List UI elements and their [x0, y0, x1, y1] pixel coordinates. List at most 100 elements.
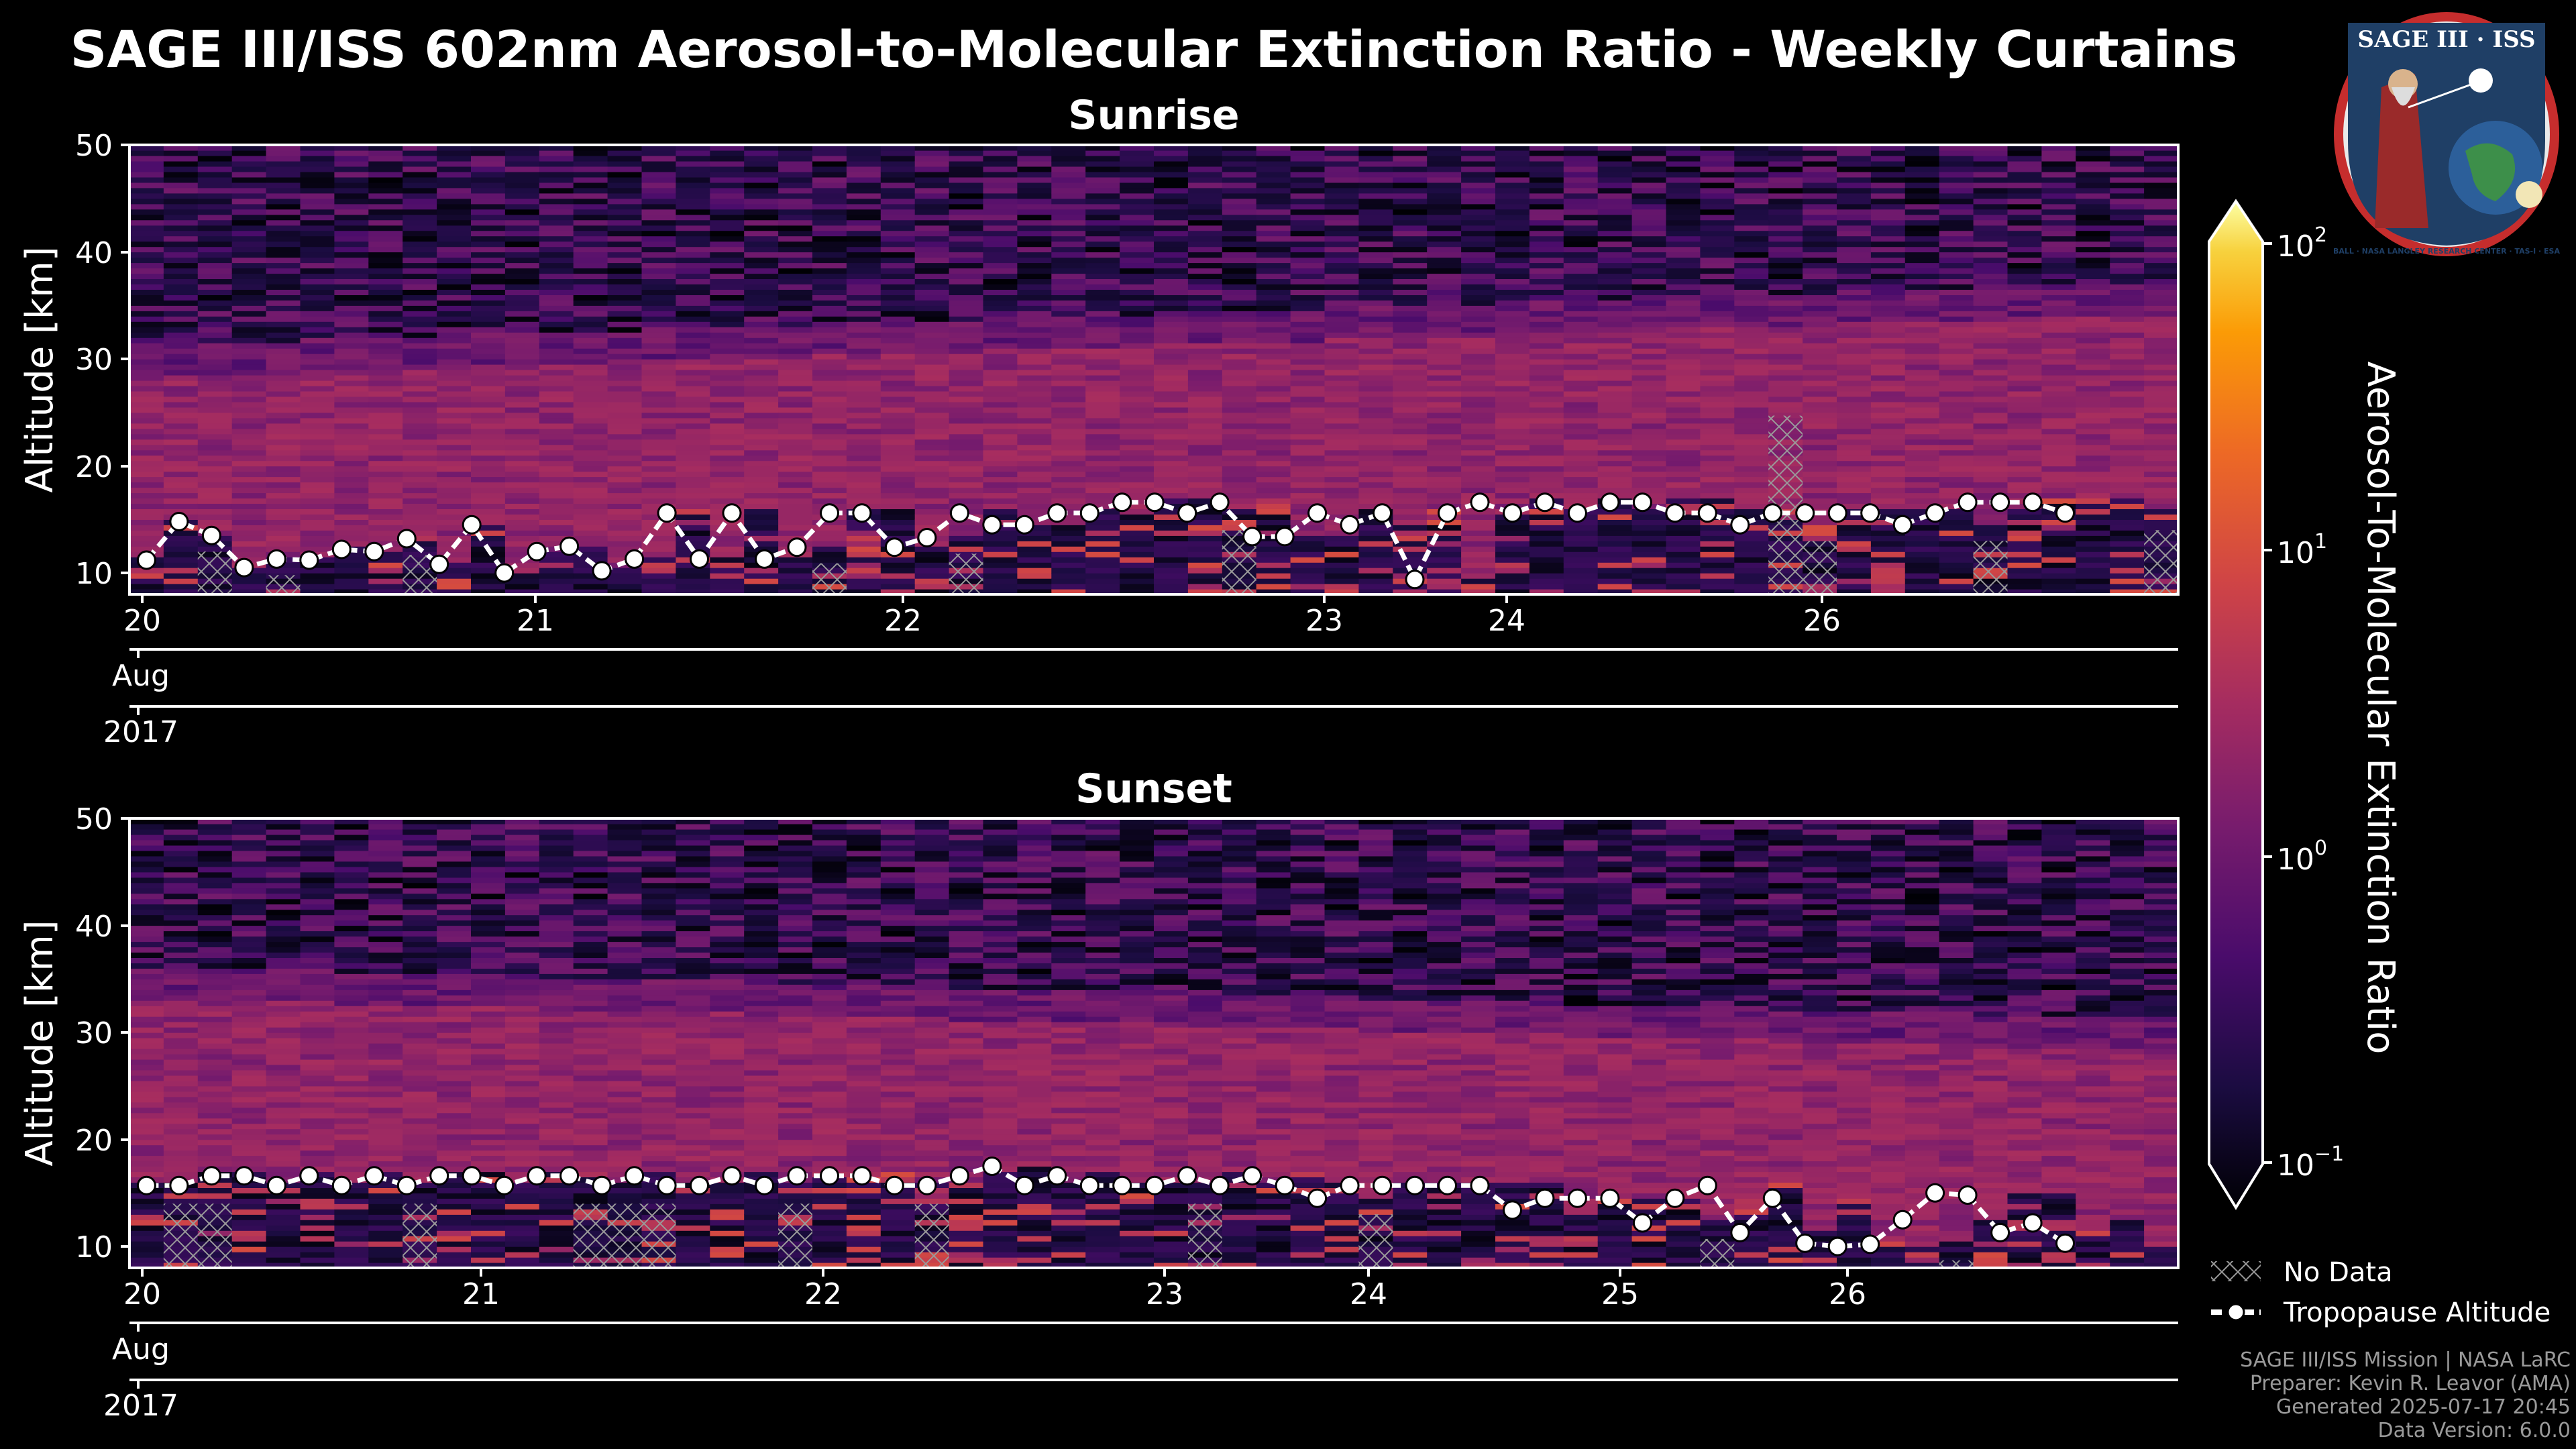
sunrise-heatmap-cell [1870, 354, 1906, 360]
sunrise-heatmap-cell [1120, 176, 1155, 183]
sunrise-heatmap-cell [880, 562, 916, 568]
sunrise-heatmap-cell [1154, 262, 1189, 269]
sunrise-heatmap-cell [1631, 364, 1667, 370]
sunrise-heatmap-cell [1666, 375, 1701, 381]
sunrise-heatmap-cell [778, 407, 813, 413]
sunrise-heatmap-cell [2076, 407, 2110, 413]
sunrise-heatmap-cell [1427, 476, 1462, 483]
sunrise-heatmap-cell [1051, 193, 1086, 199]
sunrise-heatmap-cell [1051, 354, 1086, 360]
sunrise-heatmap-cell [710, 375, 745, 381]
sunrise-heatmap-cell [1393, 235, 1428, 242]
sunrise-heatmap-cell [983, 354, 1018, 360]
sunrise-heatmap-cell [334, 305, 370, 311]
sunrise-heatmap-cell [1734, 476, 1769, 483]
sunrise-heatmap-cell [1427, 278, 1462, 284]
sunrise-heatmap-cell [2110, 492, 2145, 499]
sunrise-heatmap-cell [334, 514, 370, 520]
sunrise-heatmap-cell [129, 546, 164, 552]
sunrise-heatmap-cell [368, 390, 403, 397]
sunrise-heatmap-cell [2041, 412, 2077, 419]
sunrise-heatmap-cell [676, 492, 711, 499]
sunrise-heatmap-cell [163, 327, 199, 333]
sunrise-heatmap-cell [1597, 433, 1633, 440]
sunrise-heatmap-cell [1120, 546, 1155, 552]
sunrise-heatmap-cell [1734, 235, 1769, 242]
sunrise-heatmap-cell [1256, 171, 1291, 178]
sunrise-heatmap-cell [1529, 551, 1564, 557]
sunrise-heatmap-cell [197, 370, 233, 376]
sunrise-heatmap-cell [1563, 354, 1599, 360]
sunrise-heatmap-cell [1120, 551, 1155, 557]
sunrise-heatmap-cell [334, 150, 370, 156]
sunrise-heatmap-cell [2007, 332, 2043, 338]
sunrise-heatmap-cell [914, 337, 950, 343]
sunrise-heatmap-cell [1290, 198, 1326, 205]
sunrise-heatmap-cell [1051, 546, 1086, 552]
sunrise-heatmap-cell [641, 568, 677, 574]
sunrise-heatmap-cell [914, 171, 950, 178]
sunrise-heatmap-cell [1222, 498, 1257, 504]
sunrise-heatmap-cell [266, 498, 301, 504]
sunrise-heatmap-cell [1256, 508, 1291, 515]
sunrise-heatmap-cell [1187, 417, 1223, 424]
sunrise-heatmap-cell [1700, 541, 1735, 547]
sunrise-heatmap-cell [2110, 444, 2145, 451]
sunrise-heatmap-cell [1154, 235, 1189, 242]
sunrise-heatmap-cell [1495, 327, 1530, 333]
sunrise-heatmap-cell [1051, 176, 1086, 183]
sunrise-heatmap-cell [1256, 562, 1291, 568]
sunrise-heatmap-cell [334, 439, 370, 445]
sunrise-heatmap-cell [1973, 230, 2008, 237]
sunrise-heatmap-cell [1358, 225, 1394, 231]
sunrise-heatmap-cell [1734, 541, 1769, 547]
sunrise-heatmap-cell [2144, 444, 2179, 451]
sunrise-heatmap-cell [2110, 525, 2145, 531]
sunrise-heatmap-cell [1324, 182, 1360, 189]
sunrise-heatmap-cell [368, 573, 403, 579]
sunrise-heatmap-cell [1427, 380, 1462, 386]
sunrise-heatmap-cell [1563, 573, 1599, 579]
sunrise-heatmap-cell [710, 568, 745, 574]
sunrise-heatmap-cell [710, 257, 745, 264]
sunrise-heatmap-cell [1427, 268, 1462, 274]
sunrise-heatmap-cell [129, 476, 164, 483]
sunrise-heatmap-cell [231, 460, 267, 467]
sunrise-heatmap-cell [710, 530, 745, 536]
sunrise-heatmap-cell [744, 535, 779, 541]
sunrise-heatmap-cell [402, 439, 437, 445]
sunrise-heatmap-cell [710, 332, 745, 338]
sunrise-heatmap-cell [812, 182, 847, 189]
sunrise-heatmap-cell [710, 525, 745, 531]
sunrise-heatmap-cell [300, 525, 335, 531]
sunrise-heatmap-cell [1803, 262, 1837, 269]
sunrise-heatmap-cell [1563, 546, 1599, 552]
sunrise-heatmap-cell [846, 546, 881, 552]
sunrise-heatmap-cell [231, 214, 267, 221]
sunrise-heatmap-cell [1837, 273, 1872, 279]
sunrise-heatmap-cell [983, 219, 1018, 226]
sunrise-heatmap-cell [1222, 316, 1257, 322]
sunrise-heatmap-cell [2041, 449, 2077, 456]
sunrise-heatmap-cell [880, 316, 916, 322]
sunrise-heatmap-cell [1837, 519, 1872, 525]
sunrise-heatmap-cell [1358, 460, 1394, 467]
sunrise-heatmap-cell [2076, 428, 2110, 435]
sunrise-heatmap-cell [1427, 482, 1462, 488]
sunrise-heatmap-cell [2041, 187, 2077, 194]
sunrise-heatmap-cell [1290, 348, 1326, 354]
sunrise-heatmap-cell [812, 476, 847, 483]
sunrise-heatmap-cell [1154, 230, 1189, 237]
sunrise-heatmap-cell [1904, 503, 1940, 509]
sunrise-heatmap-cell [1290, 492, 1326, 499]
sunrise-heatmap-cell [1870, 332, 1906, 338]
sunrise-heatmap-cell [1597, 568, 1633, 574]
sunrise-heatmap-cell [1358, 584, 1394, 590]
sunrise-heatmap-cell [504, 412, 540, 419]
sunrise-heatmap-cell [197, 348, 233, 354]
sunrise-heatmap-cell [300, 225, 335, 231]
sunrise-heatmap-cell [914, 407, 950, 413]
sunrise-heatmap-cell [607, 219, 643, 226]
sunrise-heatmap-cell [1529, 535, 1564, 541]
sunrise-heatmap-cell [1154, 492, 1189, 499]
